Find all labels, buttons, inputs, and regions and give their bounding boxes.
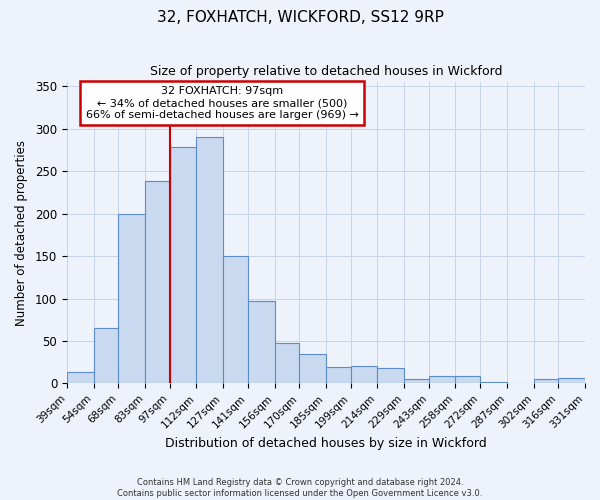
Bar — [170, 148, 196, 384]
Text: Contains HM Land Registry data © Crown copyright and database right 2024.
Contai: Contains HM Land Registry data © Crown c… — [118, 478, 482, 498]
Bar — [351, 366, 377, 384]
Y-axis label: Number of detached properties: Number of detached properties — [15, 140, 28, 326]
Bar — [275, 342, 299, 384]
Bar — [299, 354, 326, 384]
Bar — [94, 328, 118, 384]
Bar — [196, 137, 223, 384]
Bar — [404, 379, 429, 384]
Bar — [429, 376, 455, 384]
Bar — [145, 182, 170, 384]
Bar — [455, 376, 481, 384]
Bar — [118, 214, 145, 384]
Bar — [67, 372, 94, 384]
Title: Size of property relative to detached houses in Wickford: Size of property relative to detached ho… — [150, 65, 502, 78]
Text: 32 FOXHATCH: 97sqm
← 34% of detached houses are smaller (500)
66% of semi-detach: 32 FOXHATCH: 97sqm ← 34% of detached hou… — [86, 86, 359, 120]
Bar — [481, 382, 507, 384]
Bar — [559, 378, 585, 384]
X-axis label: Distribution of detached houses by size in Wickford: Distribution of detached houses by size … — [165, 437, 487, 450]
Bar — [377, 368, 404, 384]
Bar — [248, 301, 275, 384]
Bar — [326, 368, 351, 384]
Text: 32, FOXHATCH, WICKFORD, SS12 9RP: 32, FOXHATCH, WICKFORD, SS12 9RP — [157, 10, 443, 25]
Bar — [533, 379, 559, 384]
Bar — [223, 256, 248, 384]
